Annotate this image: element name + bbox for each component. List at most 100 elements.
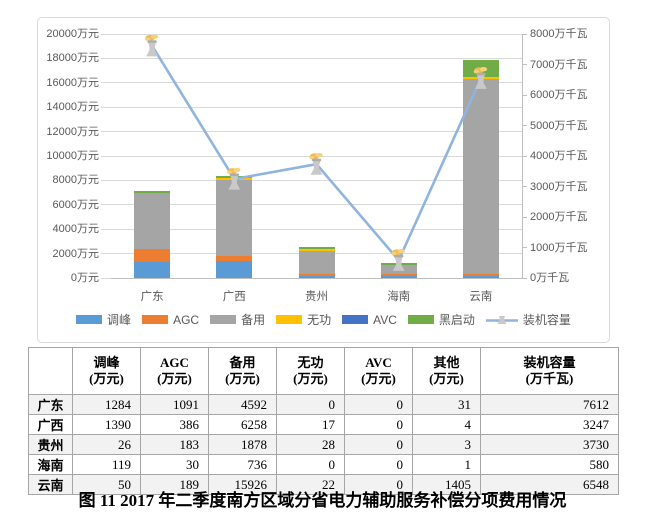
x-axis-category-label: 贵州 xyxy=(304,291,328,303)
x-axis-category-label: 云南 xyxy=(469,291,493,303)
table-col-header: AVC (万元) xyxy=(344,347,413,395)
table-cell: 28 xyxy=(276,434,345,455)
gridline xyxy=(111,57,522,59)
table-col-header: AGC (万元) xyxy=(140,347,209,395)
bar-segment-黑启动 xyxy=(462,60,499,78)
legend-swatch xyxy=(276,315,303,324)
bar-segment-调峰 xyxy=(380,276,417,278)
row-header: 海南 xyxy=(28,454,73,475)
right-axis-tick xyxy=(522,155,527,157)
bar-segment-备用 xyxy=(462,79,499,274)
left-axis-tick-label: 18000万元 xyxy=(46,52,99,65)
right-axis-tick-label: 1000万千瓦 xyxy=(530,241,588,254)
table-cell: 26 xyxy=(72,434,141,455)
right-axis-tick xyxy=(522,186,527,187)
bar-segment-AGC xyxy=(380,274,417,276)
legend-swatch xyxy=(210,315,237,324)
right-axis-tick-label: 2000万千瓦 xyxy=(530,211,588,223)
chart-legend: 调峰 AGC 备用 无功 AVC 黑启动 装机容量 xyxy=(38,311,609,328)
bar-segment-备用 xyxy=(216,179,253,257)
table-col-header: 其他 (万元) xyxy=(412,347,481,395)
legend-item-AVC: AVC xyxy=(342,313,397,327)
table-cell: 1878 xyxy=(208,434,277,455)
left-axis-tick-label: 4000万元 xyxy=(52,223,99,236)
bar-segment-备用 xyxy=(380,265,417,274)
table-row-海南: 海南 119 30 736 0 0 1 580 xyxy=(28,454,619,475)
table-cell: 0 xyxy=(344,394,413,415)
table-col-header: 装机容量 (万千瓦) xyxy=(480,347,619,395)
legend-item-无功: 无功 xyxy=(276,311,331,328)
x-axis-category-label: 广东 xyxy=(140,291,164,303)
gridline xyxy=(111,204,522,206)
table-row-广西: 广西 1390 386 6258 17 0 4 3247 xyxy=(28,414,619,435)
table-cell: 31 xyxy=(412,394,481,415)
table-col-header: 无功 (万元) xyxy=(276,347,345,395)
right-axis-tick-label: 4000万千瓦 xyxy=(530,150,588,162)
legend-item-AGC: AGC xyxy=(142,313,199,327)
left-axis-tick xyxy=(101,57,111,59)
table-cell: 30 xyxy=(140,454,209,475)
gridline xyxy=(111,179,522,181)
legend-item-调峰: 调峰 xyxy=(76,311,131,328)
gridline xyxy=(111,131,522,133)
x-axis-category-label: 广西 xyxy=(222,291,246,303)
table-cell: 17 xyxy=(276,414,345,435)
left-axis-tick-label: 12000万元 xyxy=(46,125,99,138)
legend-item-备用: 备用 xyxy=(210,311,265,328)
data-table: 调峰 (万元) AGC (万元) 备用 (万元) 无功 (万元) AVC (万元) 其他 (万元) 装机… xyxy=(28,347,619,495)
bar-segment-AGC xyxy=(462,273,499,276)
legend-label: 装机容量 xyxy=(522,313,571,327)
left-axis-tick xyxy=(101,82,111,84)
legend-label: 备用 xyxy=(241,313,266,327)
table-cell: 3247 xyxy=(480,414,619,435)
table-row-云南: 云南 50 189 15926 22 0 1405 6548 xyxy=(28,474,619,495)
bar-segment-调峰 xyxy=(298,276,335,278)
right-axis-tick-label: 0万千瓦 xyxy=(530,272,570,284)
left-axis-tick-label: 10000万元 xyxy=(46,150,99,162)
bar-segment-黑启动 xyxy=(298,246,335,249)
legend-item-装机容量: 装机容量 xyxy=(485,311,571,328)
legend-swatch xyxy=(407,315,434,324)
legend-swatch xyxy=(342,315,369,324)
bar-segment-调峰 xyxy=(462,276,499,278)
left-axis-tick xyxy=(101,277,111,279)
legend-swatch xyxy=(142,315,169,324)
table-col-header: 调峰 (万元) xyxy=(72,347,141,395)
row-header: 广东 xyxy=(28,394,73,415)
table-cell: 6258 xyxy=(208,414,277,435)
capacity-marker-icon xyxy=(144,34,159,57)
right-axis-tick-label: 3000万千瓦 xyxy=(530,180,588,193)
table-cell: 386 xyxy=(140,414,209,435)
left-axis-tick-label: 16000万元 xyxy=(46,76,99,89)
table-cell: 4 xyxy=(412,414,481,435)
left-axis-tick xyxy=(101,179,111,181)
table-cell: 3 xyxy=(412,434,481,455)
bar-segment-无功 xyxy=(298,248,335,251)
table-cell: 15926 xyxy=(208,474,277,495)
table-cell: 189 xyxy=(140,474,209,495)
table-cell: 1284 xyxy=(72,394,141,415)
table-cell: 0 xyxy=(344,414,413,435)
left-axis-tick xyxy=(101,155,111,157)
left-axis-tick-label: 20000万元 xyxy=(46,28,99,40)
table-col-header xyxy=(28,347,73,395)
bar-segment-黑启动 xyxy=(134,191,171,193)
bar-segment-调峰 xyxy=(134,262,171,278)
left-axis-tick-label: 0万元 xyxy=(70,272,99,284)
right-axis-tick xyxy=(522,125,527,126)
table-row-贵州: 贵州 26 183 1878 28 0 3 3730 xyxy=(28,434,619,455)
right-axis-tick-label: 6000万千瓦 xyxy=(530,89,588,101)
table-row-广东: 广东 1284 1091 4592 0 0 31 7612 xyxy=(28,394,619,415)
table-cell: 0 xyxy=(344,454,413,475)
left-axis-tick-label: 14000万元 xyxy=(46,101,99,114)
legend-swatch xyxy=(76,315,103,324)
bar-segment-调峰 xyxy=(216,261,253,278)
left-axis-tick xyxy=(101,106,111,108)
bar-segment-黑启动 xyxy=(216,175,253,178)
table-cell: 4592 xyxy=(208,394,277,415)
figure-caption: 图 11 2017 年二季度南方区域分省电力辅助服务补偿分项费用情况 xyxy=(78,491,567,510)
legend-label: AGC xyxy=(173,312,200,327)
table-cell: 1390 xyxy=(72,414,141,435)
table-cell: 1091 xyxy=(140,394,209,415)
legend-label: 调峰 xyxy=(107,313,132,327)
